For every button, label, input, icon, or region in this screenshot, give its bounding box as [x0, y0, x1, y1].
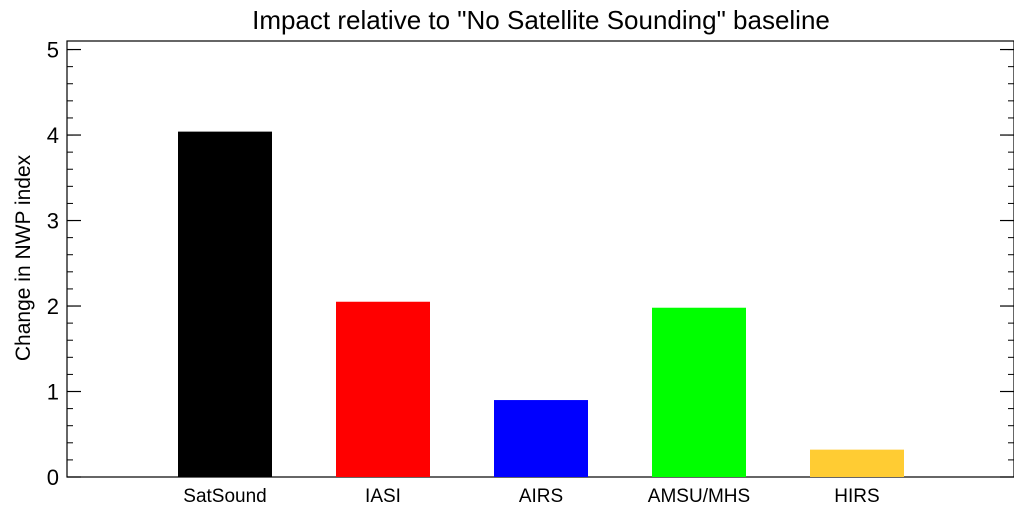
y-tick-label: 0 — [47, 465, 59, 490]
x-axis-ticks: SatSound IASI AIRS AMSU/MHS HIRS — [183, 486, 879, 507]
x-tick-label: HIRS — [834, 486, 879, 506]
y-axis-ticks: 0 1 2 3 4 5 — [47, 38, 1014, 490]
minor-ticks — [67, 49, 1014, 461]
chart-title: Impact relative to "No Satellite Soundin… — [252, 5, 830, 35]
y-tick-label: 1 — [47, 380, 59, 405]
x-tick-label: IASI — [365, 486, 401, 506]
y-tick-label: 5 — [47, 38, 59, 63]
y-tick-label: 4 — [47, 123, 59, 148]
bar-amsu-mhs — [652, 307, 746, 477]
y-tick-label: 2 — [47, 294, 59, 319]
bar-satsound — [178, 131, 272, 477]
bar-hirs — [810, 449, 904, 477]
y-tick-label: 3 — [47, 209, 59, 234]
bar-iasi — [336, 301, 430, 477]
x-tick-label: SatSound — [183, 486, 266, 506]
bars — [178, 131, 904, 477]
bar-airs — [494, 400, 588, 477]
x-tick-label: AIRS — [519, 486, 563, 506]
y-axis-label: Change in NWP index — [12, 154, 35, 361]
x-tick-label: AMSU/MHS — [648, 486, 750, 506]
